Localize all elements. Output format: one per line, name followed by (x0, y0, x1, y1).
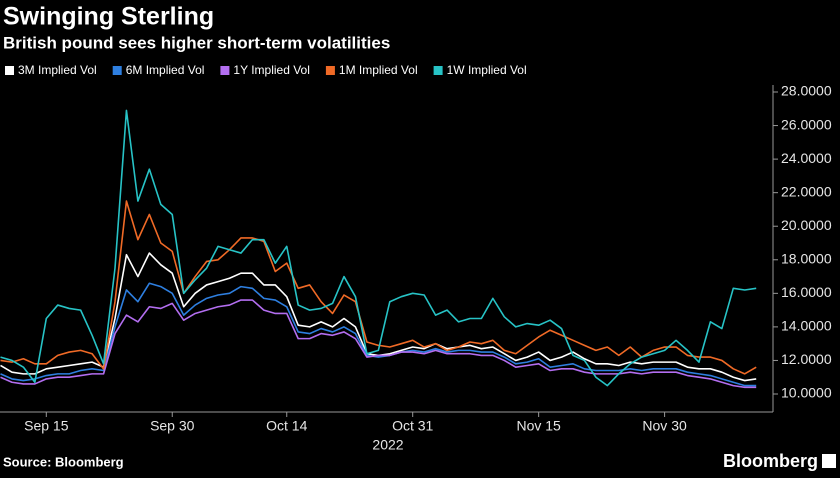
y-tick-label: 28.0000 (781, 83, 832, 99)
x-tick-label: Nov 30 (642, 418, 687, 434)
legend-label: 3M Implied Vol (18, 63, 97, 77)
legend-label: 6M Implied Vol (126, 63, 205, 77)
y-tick-label: 12.0000 (781, 351, 832, 367)
legend-swatch (220, 66, 230, 75)
y-tick-label: 14.0000 (781, 318, 832, 334)
y-tick-label: 18.0000 (781, 250, 832, 266)
x-tick-label: Oct 31 (392, 418, 433, 434)
legend-label: 1W Implied Vol (447, 63, 527, 77)
y-tick-label: 20.0000 (781, 217, 832, 233)
y-tick-label: 10.0000 (781, 385, 832, 401)
legend-label: 1Y Implied Vol (233, 63, 310, 77)
brand-icon (822, 454, 836, 468)
x-tick-label: Oct 14 (266, 418, 307, 434)
y-tick-label: 26.0000 (781, 116, 832, 132)
x-tick-label: Sep 30 (150, 418, 195, 434)
y-tick-label: 16.0000 (781, 284, 832, 300)
y-tick-label: 22.0000 (781, 183, 832, 199)
y-tick-label: 24.0000 (781, 150, 832, 166)
series-line (0, 282, 757, 387)
x-tick-label: Sep 15 (24, 418, 69, 434)
source: Source: Bloomberg (3, 454, 124, 469)
legend-swatch (325, 66, 335, 75)
chart-title: Swinging Sterling (3, 3, 214, 31)
x-tick-label: Nov 15 (516, 418, 561, 434)
legend-swatch (112, 66, 122, 75)
year-label: 2022 (372, 437, 403, 453)
chart-subtitle: British pound sees higher short-term vol… (3, 33, 390, 52)
series-line (0, 200, 757, 375)
series-line (0, 299, 757, 389)
legend-swatch (433, 66, 443, 75)
series-line (0, 109, 757, 387)
legend-label: 1M Implied Vol (339, 63, 418, 77)
brand: Bloomberg (723, 451, 818, 471)
legend-swatch (5, 66, 14, 75)
